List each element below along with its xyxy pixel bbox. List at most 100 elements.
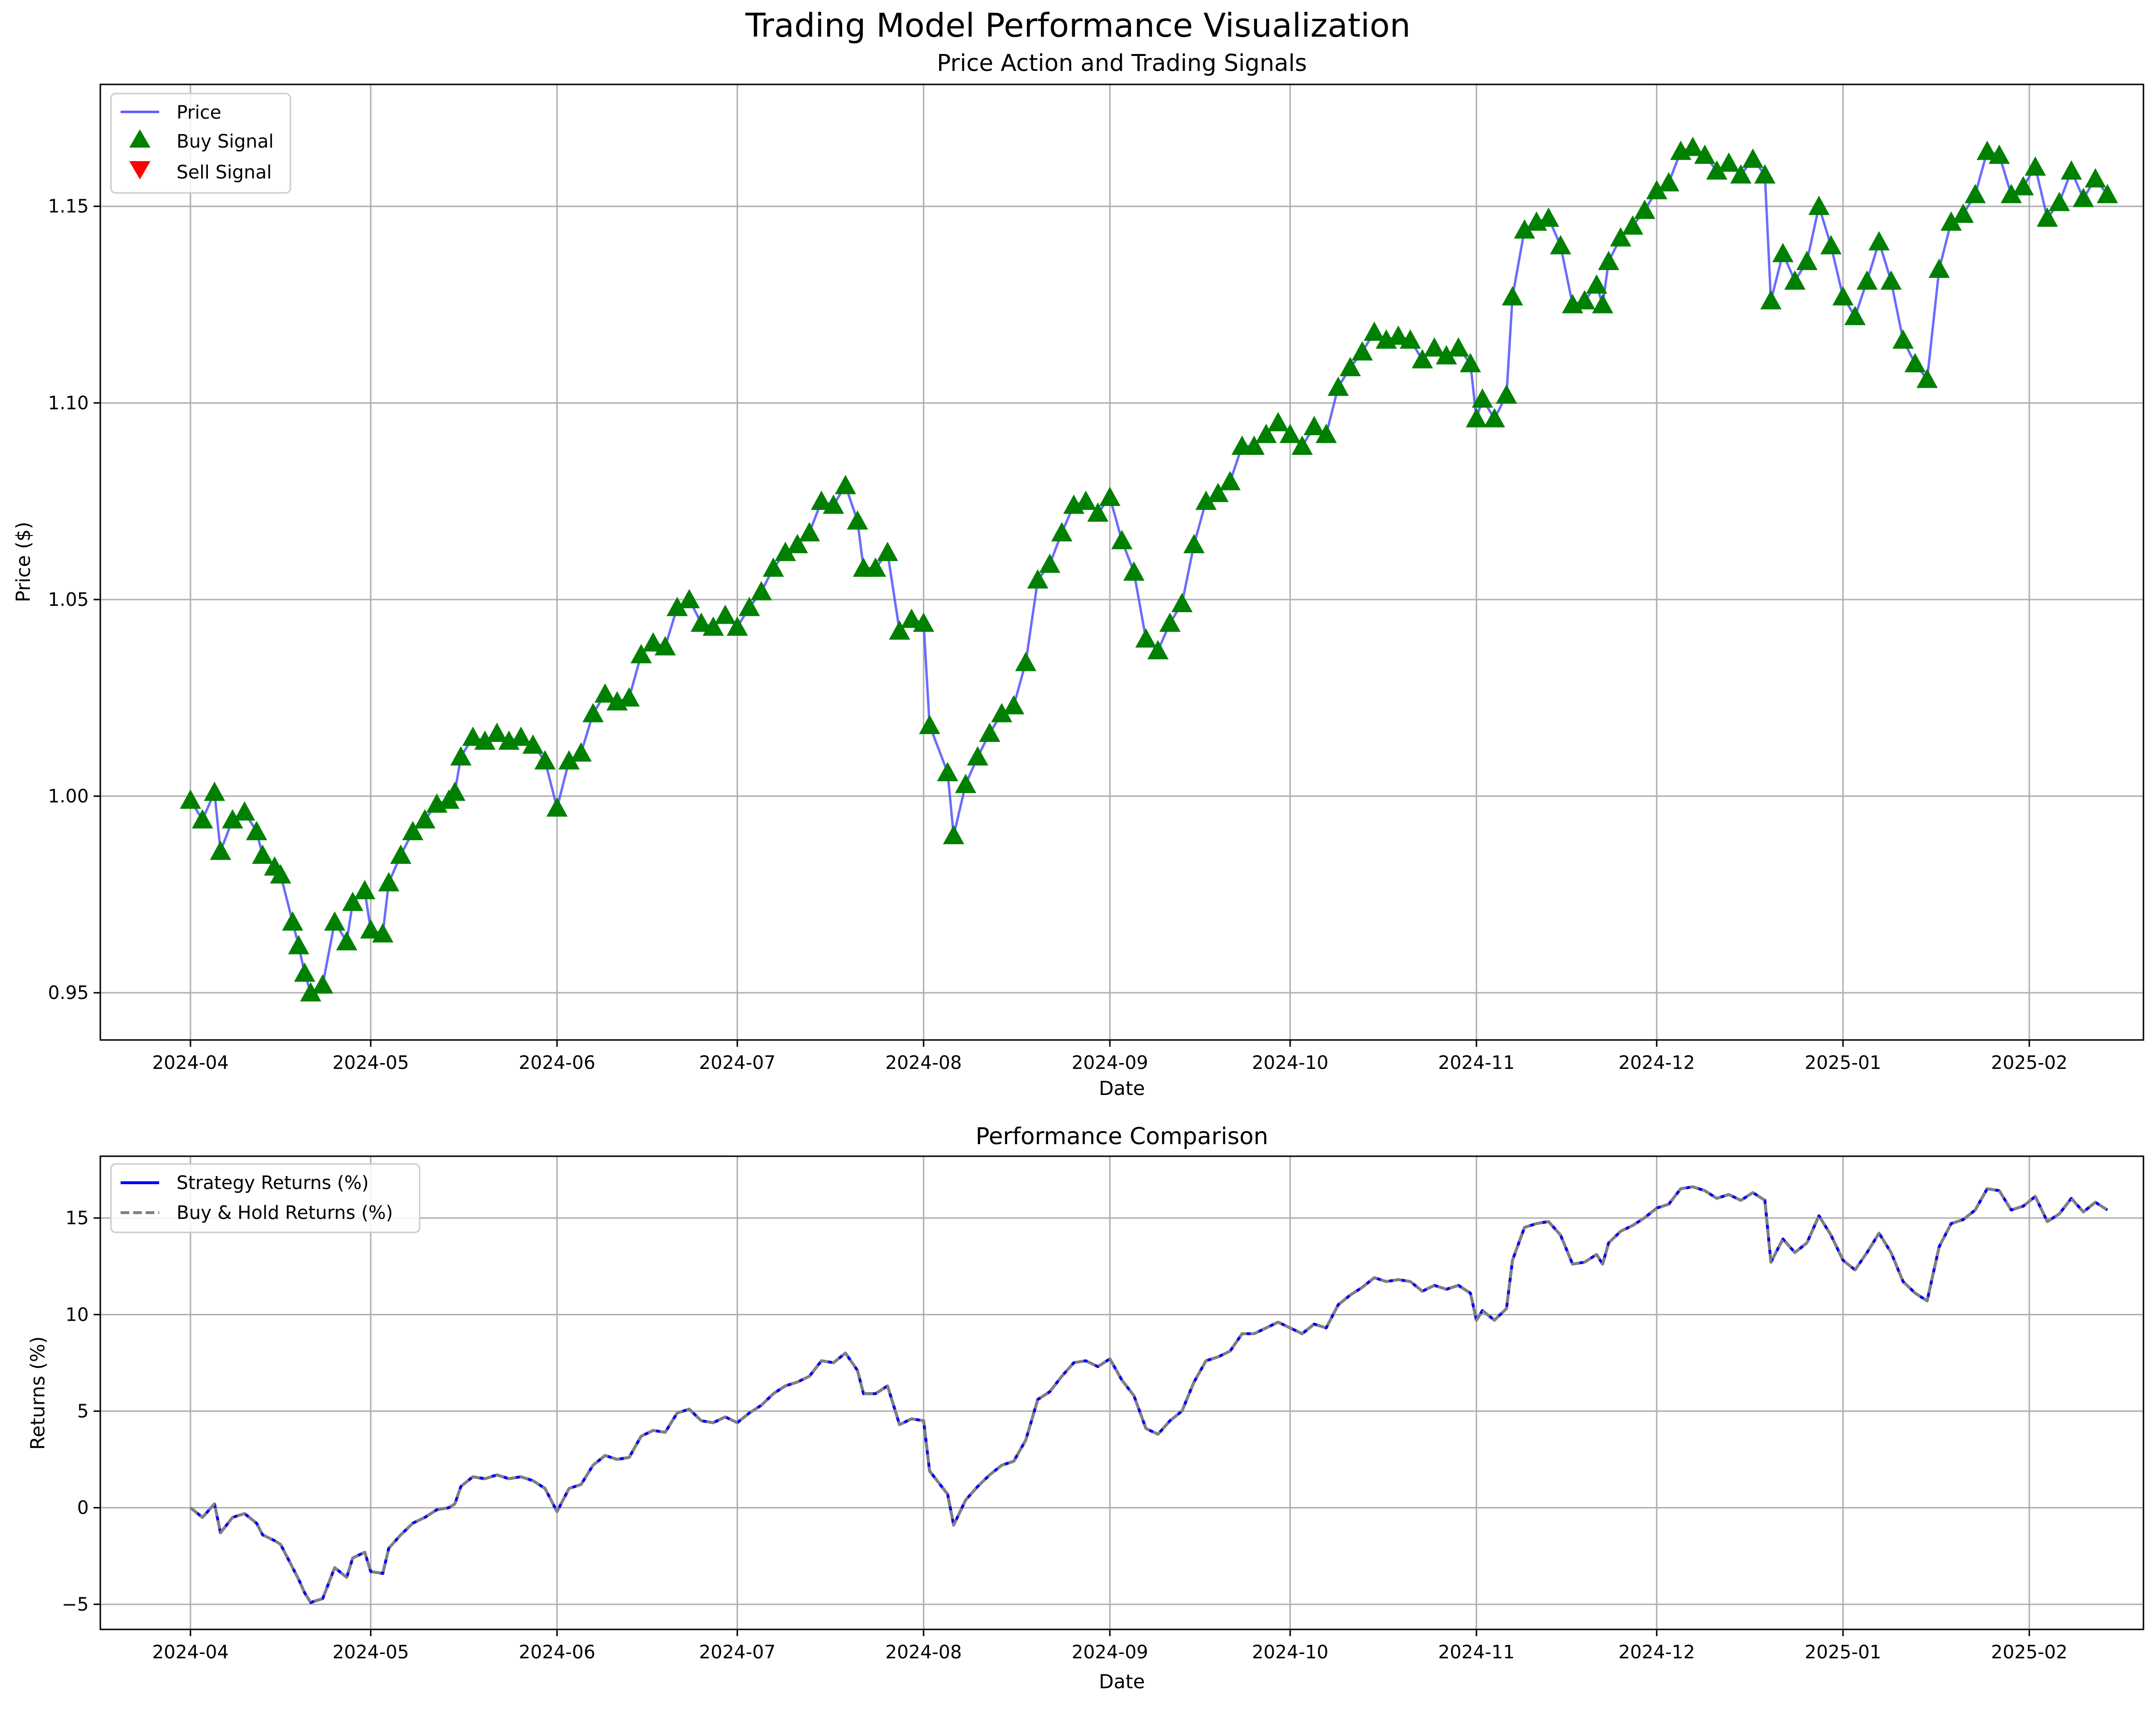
- returns-y-tick-label: −5: [62, 1594, 89, 1615]
- buy-signal-marker: [678, 588, 700, 608]
- buy-signal-marker: [642, 632, 664, 652]
- buy-signal-marker: [252, 844, 273, 864]
- buy-signal-marker: [913, 612, 934, 632]
- buy-signal-marker: [1207, 482, 1229, 502]
- buy-signal-marker: [1977, 140, 1998, 160]
- returns-y-tick-label: 15: [66, 1207, 89, 1229]
- buy-signal-marker: [204, 781, 225, 801]
- buy-signal-marker: [191, 809, 213, 829]
- price-chart-title: Price Action and Trading Signals: [937, 50, 1307, 77]
- buy-signal-marker: [1844, 305, 1866, 325]
- buy-signal-marker: [955, 774, 977, 793]
- buy-signal-marker: [937, 762, 958, 781]
- legend-buy-label: Buy Signal: [177, 131, 273, 152]
- buy-signal-marker: [865, 557, 887, 577]
- returns-x-axis-label: Date: [1099, 1671, 1145, 1693]
- price-series: [179, 137, 2118, 1002]
- buy-signal-marker: [1388, 325, 1409, 345]
- price-plot-frame: [99, 83, 2144, 1041]
- buy-signal-marker: [1039, 553, 1061, 573]
- buy-signal-marker: [558, 750, 580, 770]
- buy-signal-marker: [630, 644, 652, 664]
- buy-signal-marker: [546, 797, 568, 817]
- returns-chart: Performance Comparison 2024-04 2024-05 202…: [27, 1123, 2144, 1693]
- buy-signal-marker: [1195, 491, 1217, 510]
- buy-hold-returns-line: [190, 1185, 2108, 1604]
- price-x-tick-label: 2024-04: [152, 1052, 229, 1073]
- returns-x-tick-label: 2024-10: [1252, 1641, 1328, 1663]
- buy-signal-marker: [1027, 569, 1049, 589]
- price-x-tick-label: 2025-02: [1991, 1052, 2068, 1073]
- price-x-tick-label: 2024-07: [699, 1052, 776, 1073]
- buy-signal-marker: [1694, 144, 1716, 164]
- buy-signal-marker: [450, 746, 472, 766]
- buy-signal-marker: [378, 872, 400, 891]
- price-x-tick-label: 2024-11: [1438, 1052, 1515, 1073]
- buy-signal-marker: [799, 522, 820, 542]
- buy-signal-marker: [354, 880, 376, 900]
- buy-signal-marker: [1183, 533, 1205, 553]
- buy-signal-marker: [179, 789, 201, 809]
- buy-signal-marker: [1610, 227, 1632, 246]
- price-x-tick-label: 2024-10: [1252, 1052, 1328, 1073]
- returns-x-tick-label: 2024-09: [1072, 1641, 1148, 1663]
- buy-signal-marker: [1400, 329, 1421, 349]
- price-legend: Price Buy Signal Sell Signal: [110, 93, 291, 194]
- buy-signal-marker: [486, 723, 508, 742]
- buy-signal-marker: [1808, 195, 1830, 215]
- buy-signal-marker: [246, 820, 267, 840]
- buy-signal-marker: [1796, 250, 1818, 270]
- buy-signal-marker: [582, 703, 604, 723]
- buy-signal-marker: [1598, 250, 1620, 270]
- returns-grid: [100, 1156, 2143, 1629]
- legend-buy-marker: [129, 129, 150, 148]
- buy-signal-marker: [1087, 502, 1109, 522]
- buy-signal-marker: [1339, 356, 1361, 376]
- buy-signal-marker: [2060, 160, 2082, 180]
- returns-x-tick-label: 2024-11: [1438, 1641, 1515, 1663]
- buy-signal-marker: [1472, 388, 1493, 408]
- buy-signal-marker: [967, 746, 988, 766]
- buy-signal-marker: [282, 911, 303, 931]
- buy-signal-marker: [288, 935, 310, 955]
- buy-signal-marker: [474, 730, 496, 750]
- buy-signal-marker: [811, 491, 832, 510]
- buy-signal-marker: [1291, 436, 1313, 455]
- buy-signal-marker: [1916, 369, 1938, 388]
- buy-signal-marker: [1051, 522, 1073, 542]
- buy-signal-marker: [1988, 144, 2010, 164]
- price-y-ticks: 0.95 1.00 1.05 1.10 1.15: [48, 196, 100, 1003]
- buy-signal-marker: [690, 612, 712, 632]
- buy-signal-marker: [1099, 486, 1121, 506]
- buy-signal-marker: [1243, 436, 1265, 455]
- buy-signal-marker: [2036, 207, 2058, 227]
- returns-legend-box: [110, 1163, 421, 1233]
- buy-signal-marker: [738, 597, 760, 616]
- buy-signal-marker: [1754, 164, 1776, 184]
- price-y-tick-label: 1.00: [48, 786, 89, 807]
- legend-strategy-label: Strategy Returns (%): [177, 1172, 369, 1193]
- buy-signal-marker: [702, 616, 724, 636]
- price-y-tick-label: 1.10: [48, 392, 89, 413]
- buy-signal-marker: [1075, 491, 1097, 510]
- buy-signal-marker: [1466, 408, 1487, 427]
- buy-signal-marker: [522, 734, 544, 754]
- price-y-tick-label: 1.15: [48, 196, 89, 217]
- buy-signal-marker: [1423, 337, 1445, 357]
- returns-x-tick-label: 2025-02: [1991, 1641, 2068, 1663]
- buy-signal-marker: [360, 919, 382, 939]
- buy-signal-marker: [901, 608, 922, 628]
- buy-signal-marker: [1501, 286, 1523, 306]
- buy-signal-marker: [342, 891, 364, 911]
- buy-signal-marker: [462, 726, 484, 746]
- buy-signal-marker: [312, 974, 333, 994]
- buy-signal-marker: [1411, 349, 1433, 369]
- returns-y-axis-label: Returns (%): [27, 1336, 49, 1450]
- buy-signal-marker: [1965, 184, 1986, 204]
- buy-signal-marker: [1267, 412, 1289, 432]
- buy-signal-marker: [889, 620, 911, 640]
- buy-signal-marker: [1772, 243, 1794, 262]
- buy-signal-marker: [390, 844, 411, 864]
- buy-signal-marker: [1435, 345, 1457, 365]
